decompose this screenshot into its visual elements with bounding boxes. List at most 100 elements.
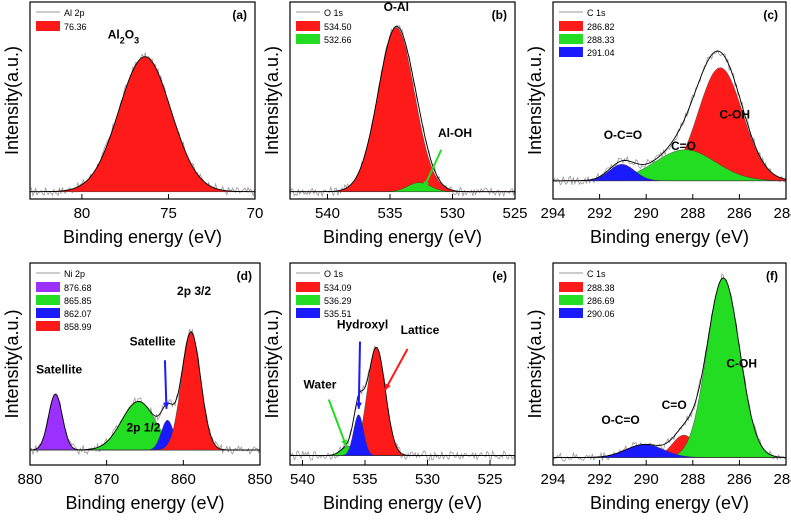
annotation-label: O-Al [384,0,409,14]
annotation-label: C=O [671,139,696,153]
legend-title: C 1s [587,269,606,279]
annotation-label: C-OH [719,108,750,122]
plot-area [553,49,786,186]
x-tick-label: 286 [727,471,752,488]
x-tick-label: 288 [680,205,705,222]
annotation-arrow [163,360,168,409]
legend-swatch [559,308,583,318]
annotation-arrowhead [163,402,170,409]
x-axis-title: Binding energy (eV) [323,227,482,247]
x-tick-label: 535 [377,205,402,222]
legend-swatch [296,308,320,318]
legend-title: Ni 2p [64,269,85,279]
x-tick-label: 860 [171,471,196,488]
legend-label: 290.06 [587,309,615,319]
legend-label: 876.68 [64,283,92,293]
legend-label: 288.38 [587,283,615,293]
legend-label: 534.50 [324,22,352,32]
y-axis-title: Intensity(a.u.) [525,309,545,418]
x-tick-label: 288 [680,471,705,488]
envelope-line [30,56,255,193]
annotation-arrow [327,399,348,447]
legend-swatch [36,282,60,292]
legend-swatch [296,34,320,44]
y-axis-title: Intensity(a.u.) [2,46,22,155]
legend-swatch [296,295,320,305]
annotation-label: Al2O3 [108,27,139,45]
y-axis-title: Intensity(a.u.) [262,46,282,155]
envelope-line [553,50,786,182]
annotation-label: C=O [662,398,687,412]
legend-swatch [559,21,583,31]
legend-label: 288.33 [587,35,615,45]
legend-label: 286.69 [587,296,615,306]
x-tick-label: 75 [160,205,177,222]
annotation-arrow [384,348,409,391]
panel-a: 80 75 70 Binding energy (eV) Intensity(a.u.)… [2,1,263,247]
legend-label: 536.29 [324,296,352,306]
legend-swatch [296,21,320,31]
x-tick-label: 284 [773,205,791,222]
annotation-arrowhead [341,439,347,447]
x-tick-label: 292 [587,471,612,488]
legend-label: 535.51 [324,309,352,319]
annotation-label: Water [304,377,337,391]
x-tick-label: 530 [415,471,440,488]
peak-76.36 [30,56,255,192]
plot-frame [552,1,787,200]
legend-title: C 1s [587,8,606,18]
legend-label: 76.36 [64,22,87,32]
annotation-arrow [357,341,361,409]
panel-label: (d) [237,269,252,283]
x-axis-title: Binding energy (eV) [590,493,749,513]
x-tick-label: 292 [587,205,612,222]
legend-swatch [559,34,583,44]
plot-area [30,328,260,456]
plot-area [553,273,786,462]
legend-title: O 1s [324,269,344,279]
plot-frame [289,1,516,200]
legend-swatch [559,295,583,305]
annotation-arrowhead [423,181,430,189]
annotation-arrow [422,149,443,189]
x-axis-title: Binding energy (eV) [65,493,224,513]
x-tick-label: 294 [540,205,565,222]
legend-swatch [559,47,583,57]
y-axis-title: Intensity(a.u.) [262,309,282,418]
panel-c: 294 292 290 288 286 284 Binding energy (eV) Int… [525,1,791,247]
panel-label: (e) [492,269,507,283]
panel-label: (f) [766,269,778,283]
x-tick-label: 530 [440,205,465,222]
x-axis-title: Binding energy (eV) [590,227,749,247]
panel-f: 294 292 290 288 286 284 Binding energy (eV) Int… [525,262,791,513]
panel-e: 540 535 530 525 Binding energy (eV) Intensity… [262,262,516,513]
legend-label: 291.04 [587,48,615,58]
annotation-label: Al-OH [438,126,472,140]
x-tick-label: 525 [477,471,502,488]
legend-label: 862.07 [64,309,92,319]
envelope-line [30,331,260,451]
plot-area [290,24,515,198]
panel-label: (c) [763,8,778,22]
legend-label: 532.66 [324,35,352,45]
annotation-label: Satellite [36,362,82,376]
x-tick-label: 290 [634,205,659,222]
x-tick-label: 850 [247,471,272,488]
y-axis-title: Intensity(a.u.) [2,309,22,418]
x-tick-label: 880 [17,471,42,488]
x-tick-label: 525 [502,205,527,222]
plot-frame [29,1,256,200]
annotation-label: O-C=O [604,128,642,142]
x-tick-label: 535 [352,471,377,488]
annotation-label: O-C=O [601,413,639,427]
x-axis-title: Binding energy (eV) [63,227,222,247]
envelope-line [290,25,515,193]
legend-label: 534.09 [324,283,352,293]
y-axis-title: Intensity(a.u.) [525,46,545,155]
legend-swatch [36,308,60,318]
legend-swatch [296,282,320,292]
legend-swatch [36,21,60,31]
legend-swatch [36,295,60,305]
plot-frame [289,262,516,466]
